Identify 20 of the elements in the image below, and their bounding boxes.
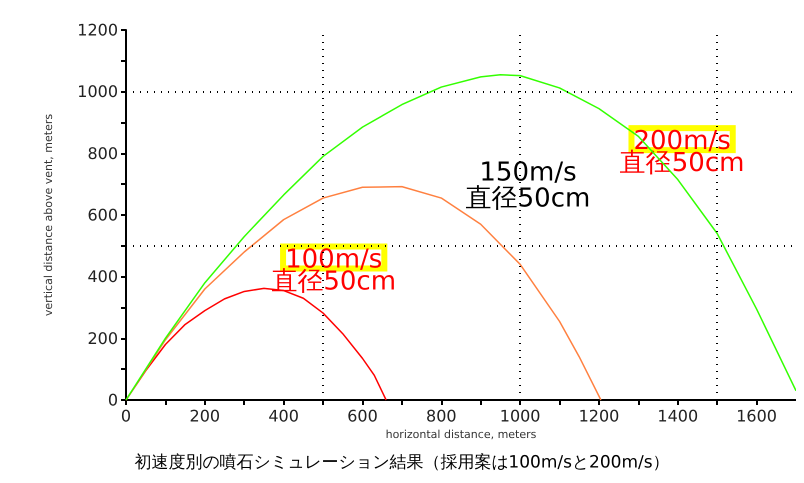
y-axis-title: vertical distance above vent, meters bbox=[42, 114, 55, 316]
x-tick-label: 600 bbox=[347, 406, 378, 426]
x-tick-label: 1400 bbox=[657, 406, 698, 426]
x-axis-title: horizontal distance, meters bbox=[386, 428, 537, 441]
x-tick-label: 0 bbox=[120, 406, 132, 426]
y-tick-label: 400 bbox=[87, 267, 118, 286]
y-tick-label: 0 bbox=[108, 390, 118, 410]
x-tick-label: 1600 bbox=[736, 406, 777, 426]
y-tick-label: 1200 bbox=[77, 20, 118, 40]
y-tick-label: 800 bbox=[87, 144, 118, 163]
x-tick-label: 400 bbox=[268, 406, 299, 426]
text: 初速度別の噴石シミュレーション結果（採用案は100m/sと200m/s） bbox=[134, 452, 670, 472]
x-tick-label: 1200 bbox=[578, 406, 620, 426]
x-tick-label: 1000 bbox=[500, 406, 540, 426]
x-tick-label: 200 bbox=[190, 406, 220, 426]
annotation: 150m/s 直径50cm bbox=[466, 157, 590, 214]
x-tick-label: 800 bbox=[426, 406, 457, 426]
y-tick-label: 200 bbox=[87, 328, 118, 348]
y-tick-label: 1000 bbox=[77, 82, 118, 102]
y-tick-label: 600 bbox=[87, 206, 118, 224]
